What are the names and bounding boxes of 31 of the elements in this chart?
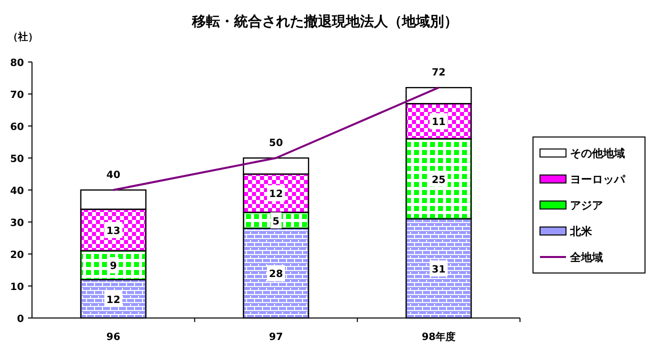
y-tick-label: 40 [10,186,24,197]
data-label: 12 [106,294,120,306]
data-label: 9 [110,261,117,272]
total-label: 40 [106,170,120,181]
x-tick-label: 98年度 [422,331,456,343]
y-tick-label: 60 [10,122,24,133]
y-tick-label: 50 [10,154,24,165]
y-tick-label: 70 [10,90,24,101]
data-label: 11 [432,117,446,128]
legend-label: ヨーロッパ [570,173,626,186]
legend-label: アジア [570,199,603,212]
y-tick-label: 0 [17,314,24,325]
y-axis-title: （社） [8,31,38,43]
data-label: 5 [272,216,280,228]
y-tick-label: 10 [10,282,24,293]
data-label: 25 [432,174,446,186]
legend-label: 全地域 [569,251,603,264]
total-label: 72 [432,68,446,79]
legend-label: その他地域 [570,147,625,160]
data-label: 12 [269,189,283,200]
x-tick-label: 96 [106,332,120,343]
y-tick-label: 80 [10,58,24,69]
y-tick-label: 20 [10,250,24,261]
data-label: 28 [269,269,283,280]
x-tick-label: 97 [269,332,283,343]
chart-title: 移転・統合された撤退現地法人（地域別） [191,13,458,30]
legend-label: 北米 [569,225,593,238]
data-label: 13 [106,226,120,237]
y-tick-label: 30 [10,218,24,229]
data-label: 31 [432,264,446,276]
total-label: 50 [269,138,283,149]
